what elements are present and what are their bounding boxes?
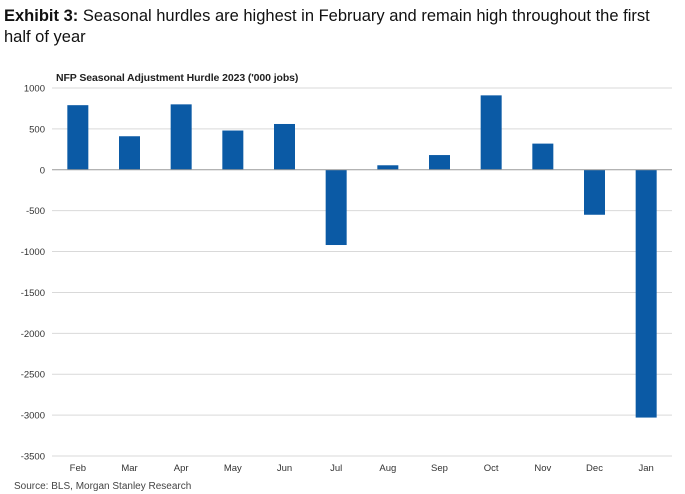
y-tick-label: 500 — [29, 124, 45, 135]
y-tick-label: -2000 — [21, 329, 45, 340]
x-tick-label: Jan — [639, 463, 654, 474]
bar — [377, 165, 399, 170]
y-tick-label: 1000 — [24, 84, 45, 95]
x-tick-label: Feb — [70, 463, 86, 474]
bar — [170, 104, 192, 170]
y-tick-label: -3000 — [21, 411, 45, 422]
gridlines — [52, 87, 672, 457]
y-tick-label: -500 — [26, 206, 45, 217]
x-tick-label: Nov — [534, 463, 551, 474]
x-tick-label: Dec — [586, 463, 603, 474]
y-tick-label: -1000 — [21, 247, 45, 258]
bar — [119, 136, 140, 170]
x-tick-label: May — [224, 463, 242, 474]
x-tick-label: Jul — [330, 463, 342, 474]
y-tick-label: 0 — [40, 165, 45, 176]
exhibit-label: Exhibit 3: — [4, 7, 79, 25]
bar — [222, 130, 244, 170]
source-note: Source: BLS, Morgan Stanley Research — [14, 481, 192, 492]
exhibit-heading: Exhibit 3: Seasonal hurdles are highest … — [4, 6, 680, 48]
x-tick-label: Apr — [174, 463, 189, 474]
bar — [635, 169, 657, 418]
bars — [67, 95, 657, 418]
chart-title: NFP Seasonal Adjustment Hurdle 2023 ('00… — [56, 72, 299, 84]
x-tick-label: Jun — [277, 463, 292, 474]
y-axis-tick-labels: 1000 500 0 -500 -1000 -1500 -2000 -2500 -3000 -35… — [21, 84, 45, 463]
bar — [274, 123, 295, 170]
x-tick-label: Sep — [431, 463, 448, 474]
exhibit-title: Seasonal hurdles are highest in February… — [4, 7, 650, 46]
bar — [429, 155, 450, 170]
bar — [67, 105, 89, 170]
bar — [480, 95, 502, 170]
y-tick-label: -1500 — [21, 288, 45, 299]
x-tick-label: Aug — [379, 463, 396, 474]
bar — [325, 169, 347, 246]
bar — [584, 169, 605, 215]
y-tick-label: -3500 — [21, 452, 45, 463]
x-tick-label: Oct — [484, 463, 499, 474]
y-tick-label: -2500 — [21, 370, 45, 381]
bar — [532, 143, 554, 170]
x-tick-label: Mar — [121, 463, 137, 474]
x-axis-tick-labels: Feb Mar Apr May Jun Jul Aug Sep Oct Nov Dec Jan — [70, 463, 654, 474]
